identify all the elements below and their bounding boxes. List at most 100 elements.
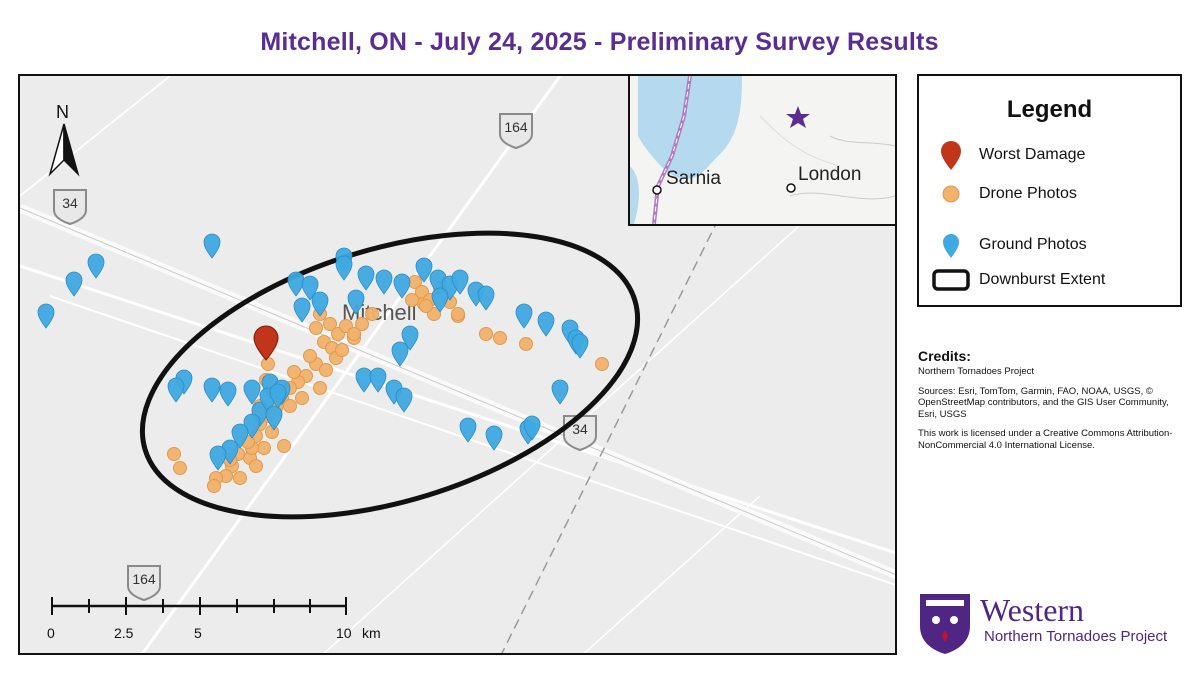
highway-shield-34: 34: [53, 189, 87, 226]
ground-photo-pin[interactable]: [523, 415, 541, 441]
legend-item-downburst-extent: Downburst Extent: [919, 265, 1180, 295]
ground-photo-pin[interactable]: [415, 257, 433, 283]
scale-label-2-5: 2.5: [114, 625, 134, 641]
drone-photo-point[interactable]: [303, 349, 317, 363]
ground-photo-pin[interactable]: [301, 275, 319, 301]
ground-photo-pin[interactable]: [431, 287, 449, 313]
drone-photo-point[interactable]: [519, 337, 533, 351]
ground-photo-pin[interactable]: [87, 253, 105, 279]
ground-photo-pin[interactable]: [269, 383, 287, 409]
worst-damage-marker[interactable]: [253, 325, 279, 361]
drone-photo-point[interactable]: [167, 447, 181, 461]
scale-label-5: 5: [194, 625, 202, 641]
drone-photo-point[interactable]: [173, 461, 187, 475]
ground-photo-pin[interactable]: [537, 311, 555, 337]
drone-photo-point[interactable]: [261, 357, 275, 371]
map-title: Mitchell, ON - July 24, 2025 - Prelimina…: [260, 28, 939, 56]
ground-photo-pin[interactable]: [311, 291, 329, 317]
drone-photo-point[interactable]: [419, 299, 433, 313]
scale-bar: 0 2.5 5 10 km: [47, 597, 381, 641]
drone-photo-point[interactable]: [295, 391, 309, 405]
credits-panel: Credits: Northern Tornadoes Project Sour…: [918, 348, 1188, 459]
drone-photo-point[interactable]: [283, 399, 297, 413]
drone-photo-point[interactable]: [405, 293, 419, 307]
red-pin-icon: [253, 325, 279, 361]
drone-photo-point[interactable]: [249, 459, 263, 473]
drone-photo-point[interactable]: [479, 327, 493, 341]
drone-photo-point[interactable]: [323, 317, 337, 331]
drone-photo-point[interactable]: [493, 331, 507, 345]
highway-shields: 164 34 34 164: [53, 113, 597, 602]
ground-photo-pin[interactable]: [477, 285, 495, 311]
legend-panel: Legend Worst Damage Drone Photos Ground …: [917, 74, 1182, 307]
ground-photo-pin[interactable]: [357, 265, 375, 291]
legend-item-drone-photos: Drone Photos: [919, 179, 1180, 209]
credits-title: Credits:: [918, 348, 971, 364]
western-crest-icon: [920, 594, 970, 654]
legend-item-ground-photos: Ground Photos: [919, 230, 1180, 260]
ground-photo-pin[interactable]: [203, 377, 221, 403]
ground-photo-pin[interactable]: [347, 289, 365, 315]
drone-photo-point[interactable]: [257, 441, 271, 455]
scale-label-0: 0: [47, 625, 55, 641]
ground-photo-pin[interactable]: [551, 379, 569, 405]
credits-license: This work is licensed under a Creative C…: [918, 428, 1173, 451]
ground-photo-pin[interactable]: [65, 271, 83, 297]
drone-photo-point[interactable]: [313, 381, 327, 395]
highway-shield-164: 164: [127, 565, 161, 602]
highway-shield-label: 34: [572, 421, 588, 437]
credits-sources: Sources: Esri, TomTom, Garmin, FAO, NOAA…: [918, 385, 1169, 420]
legend-item-worst-damage: Worst Damage: [919, 140, 1180, 170]
ground-photo-pin[interactable]: [369, 367, 387, 393]
ground-photo-pin[interactable]: [395, 387, 413, 413]
ground-photo-pin[interactable]: [203, 233, 221, 259]
drone-photo-point[interactable]: [277, 439, 291, 453]
london-dot: [786, 183, 796, 193]
drone-photo-point[interactable]: [287, 365, 301, 379]
ground-photo-pin[interactable]: [167, 377, 185, 403]
railway: [501, 215, 721, 653]
ground-photo-pin[interactable]: [231, 423, 249, 449]
ground-photo-pin[interactable]: [355, 367, 373, 393]
ground-photo-pin[interactable]: [459, 417, 477, 443]
orange-dot-icon: [942, 185, 960, 203]
drone-photo-point[interactable]: [355, 317, 369, 331]
ground-photo-pin[interactable]: [243, 379, 261, 405]
ground-photo-pin[interactable]: [485, 425, 503, 451]
legend-label: Worst Damage: [979, 146, 1086, 163]
blue-pin-icon: [943, 234, 959, 258]
ground-photo-pin[interactable]: [265, 405, 283, 431]
highway-shield-label: 34: [62, 195, 78, 211]
ground-photo-pin[interactable]: [391, 341, 409, 367]
inset-map: Sarnia London: [628, 74, 897, 226]
drone-photo-point[interactable]: [451, 307, 465, 321]
drone-photo-point[interactable]: [595, 357, 609, 371]
ground-photo-pin[interactable]: [515, 303, 533, 329]
ground-photos-layer: [37, 233, 589, 471]
highway-34: [20, 203, 895, 580]
ground-photo-pin[interactable]: [219, 381, 237, 407]
drone-photo-point[interactable]: [365, 307, 379, 321]
drone-photo-point[interactable]: [335, 343, 349, 357]
drone-photo-point[interactable]: [207, 479, 221, 493]
ground-photo-pin[interactable]: [571, 333, 589, 359]
ground-photo-pin[interactable]: [451, 269, 469, 295]
ground-photo-pin[interactable]: [335, 255, 353, 281]
ground-photo-pin[interactable]: [393, 273, 411, 299]
red-pin-icon: [941, 141, 961, 170]
ground-photo-pin[interactable]: [37, 303, 55, 329]
highway-shield-164: 164: [499, 113, 533, 150]
drone-photo-point[interactable]: [319, 363, 333, 377]
drone-photo-point[interactable]: [233, 471, 247, 485]
ground-photo-pin[interactable]: [401, 325, 419, 351]
credits-author: Northern Tornadoes Project: [918, 366, 1034, 377]
drone-photo-point[interactable]: [347, 327, 361, 341]
ground-photo-pin[interactable]: [293, 297, 311, 323]
drone-photo-point[interactable]: [309, 321, 323, 335]
legend-label: Drone Photos: [979, 185, 1077, 202]
western-logo: Western Northern Tornadoes Project: [918, 592, 1188, 654]
ground-photo-pin[interactable]: [209, 445, 227, 471]
ground-photo-pin[interactable]: [375, 269, 393, 295]
lake-huron: [638, 76, 742, 179]
